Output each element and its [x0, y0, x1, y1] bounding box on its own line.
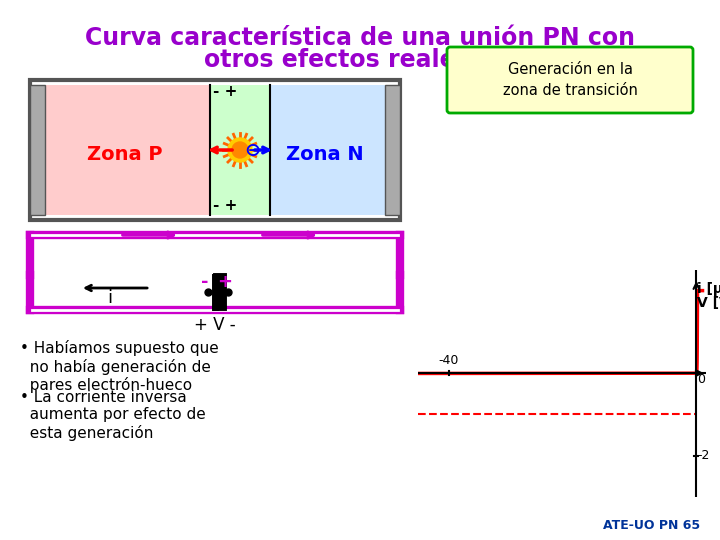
Circle shape: [228, 138, 252, 162]
Text: • La corriente inversa
  aumenta por efecto de
  esta generación: • La corriente inversa aumenta por efect…: [20, 390, 206, 441]
Text: +: +: [217, 273, 233, 291]
Text: 0: 0: [697, 373, 705, 386]
Bar: [40, 85, 210, 215]
Text: Zona N: Zona N: [286, 145, 364, 165]
Bar: [385, 85, 400, 215]
Text: -40: -40: [438, 354, 459, 367]
Bar: [30, 85, 45, 215]
Bar: [30, 80, 400, 220]
Text: - +: - +: [213, 84, 237, 99]
Bar: [270, 85, 390, 215]
Text: • Habíamos supuesto que
  no había generación de
  pares electrón-hueco: • Habíamos supuesto que no había generac…: [20, 340, 219, 393]
Text: -2: -2: [697, 449, 709, 462]
Text: V [Volt.]: V [Volt.]: [697, 296, 720, 310]
Bar: [210, 85, 270, 215]
Circle shape: [232, 142, 248, 158]
Text: -: -: [202, 273, 209, 291]
Text: otros efectos reales (II): otros efectos reales (II): [204, 48, 516, 72]
Text: i [μA]: i [μA]: [697, 281, 720, 295]
Text: Generación en la
zona de transición: Generación en la zona de transición: [503, 62, 637, 98]
Text: ⊖: ⊖: [244, 140, 260, 159]
Text: i: i: [107, 289, 112, 307]
Text: Zona P: Zona P: [87, 145, 163, 165]
Text: - +: - +: [213, 198, 237, 213]
Text: ATE-UO PN 65: ATE-UO PN 65: [603, 519, 700, 532]
Text: Curva característica de una unión PN con: Curva característica de una unión PN con: [85, 26, 635, 50]
Text: + V -: + V -: [194, 316, 236, 334]
FancyBboxPatch shape: [447, 47, 693, 113]
